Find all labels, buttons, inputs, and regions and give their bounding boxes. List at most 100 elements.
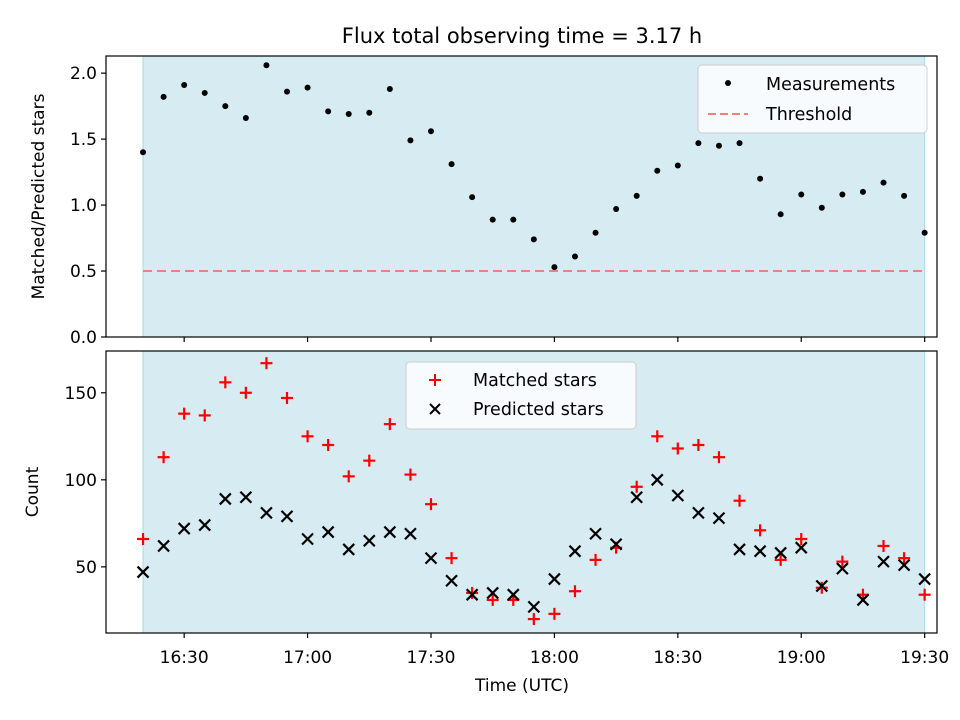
predicted-star-point: [609, 537, 623, 551]
measurement-point: [181, 82, 188, 89]
matched-stars-points: [137, 357, 931, 626]
predicted-star-point: [589, 527, 602, 541]
matched-star-point: [383, 418, 396, 431]
matched-star-point: [795, 533, 808, 545]
matched-star-point: [712, 451, 725, 464]
matched-star-point: [754, 524, 767, 537]
predicted-star-point: [301, 532, 314, 546]
bottom-legend-box: [405, 361, 637, 430]
predicted-star-point: [630, 490, 643, 504]
matched-star-point: [733, 494, 746, 507]
predicted-star-point: [733, 543, 746, 556]
predicted-star-point: [527, 600, 541, 614]
matched-star-point: [219, 376, 232, 389]
measurement-point: [921, 229, 928, 236]
measurement-point: [263, 62, 270, 69]
predicted-star-point: [548, 572, 561, 586]
top-panel: 0.00.51.01.52.0 Matched/Predicted stars …: [29, 55, 938, 348]
predicted-star-point: [465, 588, 479, 601]
matched-star-point: [671, 442, 684, 455]
predicted-star-point: [877, 555, 890, 568]
x-tick-label: 17:30: [406, 648, 455, 668]
x-tick-label: 18:30: [653, 648, 702, 668]
predicted-star-point: [198, 518, 212, 532]
x-tick-label: 16:30: [160, 648, 209, 668]
bottom-y-tick-label: 100: [65, 471, 97, 491]
predicted-star-point: [219, 492, 232, 506]
matched-star-point: [527, 613, 540, 626]
measurement-point: [839, 191, 846, 198]
measurement-point: [325, 108, 332, 115]
measurement-point: [674, 162, 681, 169]
matched-star-point: [630, 480, 643, 493]
matched-star-point: [898, 552, 911, 565]
measurement-point: [715, 142, 722, 149]
predicted-star-point: [424, 551, 438, 565]
predicted-legend-marker: [429, 403, 441, 415]
bottom-y-axis-ticks: 50 100 150: [65, 384, 106, 578]
matched-star-point: [239, 386, 252, 399]
matched-star-point: [424, 498, 437, 511]
x-tick-label: 17:00: [283, 648, 332, 668]
predicted-star-point: [650, 473, 664, 487]
matched-star-point: [466, 586, 479, 599]
top-x-axis-ticks: [183, 337, 926, 342]
measurement-point: [777, 211, 784, 218]
top-y-axis-label: Matched/Predicted stars: [29, 93, 49, 299]
measurement-point: [757, 175, 764, 182]
matched-star-point: [836, 555, 849, 568]
matched-star-point: [137, 533, 150, 545]
bottom-axes-frame: [105, 350, 938, 634]
measurement-point: [469, 194, 476, 201]
predicted-star-point: [815, 579, 829, 593]
predicted-star-point: [918, 572, 931, 586]
matched-star-point: [877, 539, 890, 552]
measurement-point: [859, 188, 866, 195]
predicted-star-point: [671, 489, 685, 502]
measurement-point: [633, 192, 640, 199]
measurement-point: [304, 84, 311, 91]
predicted-star-point: [445, 574, 458, 588]
predicted-star-point: [692, 506, 705, 520]
measurement-point: [551, 264, 558, 271]
predicted-star-point: [486, 586, 499, 600]
predicted-star-point: [363, 534, 376, 548]
top-y-tick-label: 1.5: [70, 130, 97, 150]
predicted-star-point: [239, 490, 253, 504]
matched-legend-marker: [429, 374, 441, 386]
matched-star-point: [815, 581, 828, 594]
top-y-tick-label: 0.5: [70, 262, 97, 282]
matched-legend-label: Matched stars: [473, 371, 597, 391]
measurement-point: [530, 236, 537, 243]
top-y-axis-ticks: 0.0 0.5 1.0 1.5 2.0: [70, 64, 106, 348]
x-tick-label: 18:00: [530, 648, 579, 668]
bottom-y-tick-label: 150: [65, 384, 97, 404]
measurement-point: [407, 137, 414, 144]
predicted-star-point: [794, 541, 808, 554]
x-tick-label: 19:00: [777, 648, 826, 668]
predicted-star-point: [404, 527, 417, 541]
predicted-star-point: [383, 525, 397, 539]
measurement-point: [284, 88, 291, 95]
bottom-y-axis-label: Count: [23, 466, 43, 517]
predicted-star-point: [836, 562, 849, 575]
matched-star-point: [589, 553, 602, 566]
measurement-point: [160, 93, 167, 100]
matched-star-point: [548, 607, 561, 620]
measurement-point: [798, 191, 805, 198]
measurement-point: [695, 140, 702, 147]
measurement-point: [654, 167, 661, 174]
predicted-star-point: [321, 525, 335, 539]
measurement-point: [592, 229, 599, 236]
measurement-point: [489, 216, 496, 223]
matched-star-point: [260, 357, 273, 370]
bottom-y-tick-label: 50: [75, 558, 97, 578]
top-y-tick-label: 0.0: [70, 328, 97, 348]
measurement-point: [880, 179, 887, 186]
measurement-point: [818, 204, 825, 211]
predicted-star-point: [136, 565, 150, 579]
predicted-star-point: [568, 544, 582, 558]
predicted-legend-label: Predicted stars: [473, 400, 604, 420]
matched-star-point: [281, 392, 294, 404]
measurement-point: [242, 115, 249, 122]
